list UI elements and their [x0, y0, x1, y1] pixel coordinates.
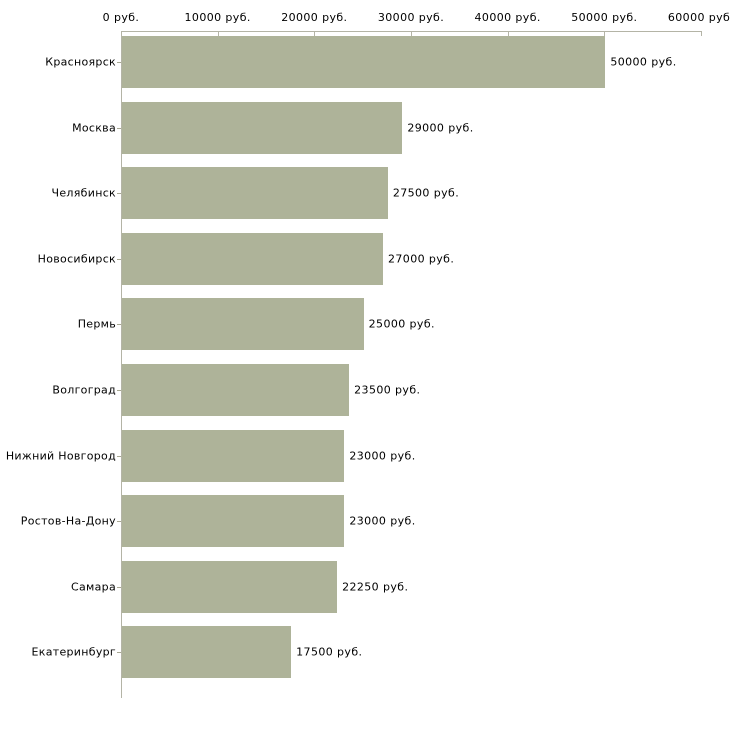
bar-value-label: 27500 руб. — [392, 186, 460, 200]
bar[interactable] — [122, 36, 606, 88]
y-axis-line — [121, 31, 122, 698]
category-label: Нижний Новгород — [5, 449, 116, 463]
bar[interactable] — [122, 626, 292, 679]
bar[interactable] — [122, 232, 383, 285]
x-axis-tick — [604, 31, 606, 36]
x-axis-tick — [121, 31, 122, 36]
category-label: Пермь — [77, 317, 116, 331]
bar-value-label: 27000 руб. — [388, 252, 455, 266]
x-axis-tick-label: 50000 руб. — [571, 11, 638, 24]
x-axis-tick — [217, 31, 219, 36]
bar[interactable] — [122, 429, 345, 482]
bar-value-label: 22250 руб. — [342, 580, 409, 594]
x-axis-tick-label: 0 руб. — [102, 11, 140, 24]
bar[interactable] — [122, 560, 338, 613]
y-axis-tick — [117, 62, 121, 63]
category-label: Волгоград — [52, 383, 116, 397]
x-axis-tick-label: 20000 руб. — [281, 11, 348, 24]
category-label: Ростов-На-Дону — [20, 514, 116, 528]
bar-value-label: 25000 руб. — [368, 317, 435, 331]
y-axis-tick — [117, 521, 121, 522]
bar-value-label: 17500 руб. — [296, 645, 363, 659]
category-label: Москва — [72, 121, 116, 135]
x-axis-tick — [314, 31, 316, 36]
x-axis-tick — [507, 31, 509, 36]
bar-value-label: 29000 руб. — [407, 121, 474, 135]
y-axis-tick — [117, 652, 121, 653]
bar[interactable] — [122, 167, 388, 220]
y-axis-tick — [117, 456, 121, 457]
bar-value-label: 23000 руб. — [349, 514, 416, 528]
bar[interactable] — [122, 495, 345, 548]
y-axis-tick — [117, 128, 121, 129]
x-axis-tick-label: 30000 руб. — [377, 11, 445, 24]
y-axis-tick — [117, 390, 121, 391]
y-axis-tick — [117, 324, 121, 325]
bar[interactable] — [122, 298, 364, 351]
bar-value-label: 50000 руб. — [610, 55, 677, 69]
y-axis-tick — [117, 193, 121, 194]
bar[interactable] — [122, 101, 403, 154]
category-label: Екатеринбург — [31, 645, 116, 659]
x-axis-tick-label: 10000 руб. — [184, 11, 251, 24]
category-label: Новосибирск — [37, 252, 116, 266]
category-label: Челябинск — [51, 186, 116, 200]
x-axis-tick-label: 40000 руб. — [474, 11, 541, 24]
x-axis-tick — [701, 31, 702, 36]
x-axis-tick-label: 60000 руб. — [667, 11, 730, 24]
category-label: Красноярск — [45, 55, 116, 69]
category-label: Самара — [71, 580, 116, 594]
bar[interactable] — [122, 364, 350, 416]
bar-value-label: 23500 руб. — [354, 383, 421, 397]
y-axis-tick — [117, 259, 121, 260]
y-axis-tick — [117, 587, 121, 588]
x-axis-tick — [411, 31, 412, 36]
bar-value-label: 23000 руб. — [349, 449, 416, 463]
